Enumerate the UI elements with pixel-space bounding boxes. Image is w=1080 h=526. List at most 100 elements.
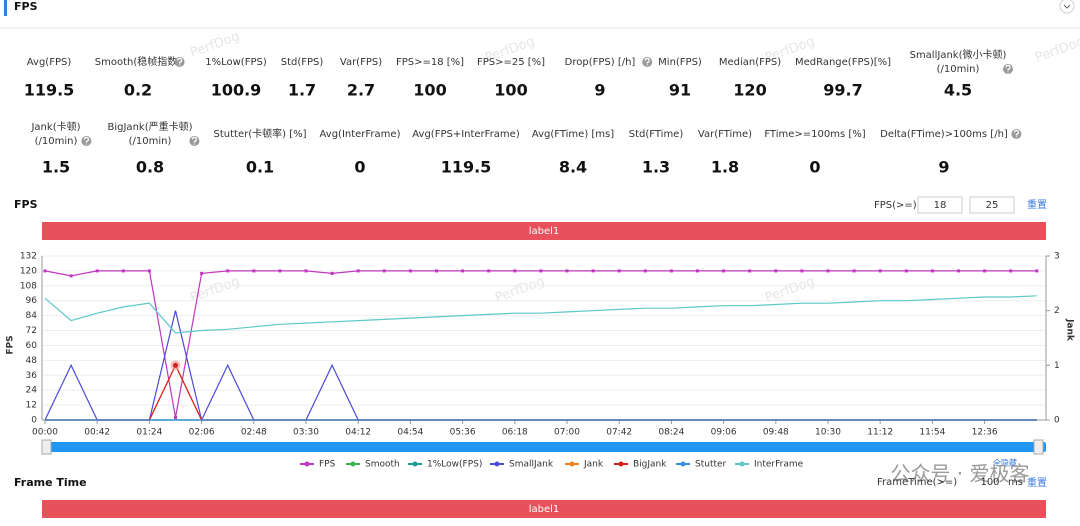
fps-point (539, 269, 543, 273)
x-tick-label: 03:30 (293, 428, 319, 438)
y-tick-label: 48 (26, 356, 38, 366)
help-icon[interactable] (1003, 64, 1013, 74)
stat-label: Avg(FPS+InterFrame) (412, 129, 520, 140)
threshold-label: FPS(>=) (874, 200, 917, 211)
x-tick-label: 06:18 (502, 428, 528, 438)
page-title: FPS (14, 0, 38, 13)
fps-point (696, 269, 699, 273)
legend-item[interactable]: SmallJank (490, 460, 554, 470)
x-tick-label: 07:00 (554, 428, 580, 438)
banner-label: label1 (529, 226, 560, 237)
fps-point (252, 269, 256, 273)
stat-value: 8.4 (559, 158, 587, 177)
legend-item[interactable]: BigJank (614, 460, 667, 470)
legend-item[interactable]: Stutter (676, 460, 727, 470)
stat-label: Avg(InterFrame) (320, 129, 401, 140)
help-icon[interactable] (642, 57, 653, 67)
stat-label: SmallJank(微小卡顿) (/10min) (910, 48, 1007, 75)
legend-label: SmallJank (509, 460, 554, 470)
legend-marker (304, 461, 310, 467)
x-tick-label: 12:36 (972, 428, 998, 438)
fps-point (591, 269, 595, 273)
fps-point (226, 269, 230, 273)
x-tick-label: 01:24 (136, 428, 162, 438)
scrollbar[interactable] (41, 439, 1046, 455)
stat-label: Smooth(稳帧指数) (95, 55, 181, 68)
threshold-value[interactable]: 25 (986, 200, 999, 211)
legend-label: FPS (319, 460, 336, 470)
stat-value: 9 (594, 81, 605, 100)
stat-value: 91 (669, 81, 691, 100)
help-icon[interactable] (81, 136, 92, 146)
reset-button[interactable]: 重置 (1027, 476, 1047, 489)
fps-point (826, 269, 830, 273)
stat-value: 1.7 (288, 81, 316, 100)
y2-tick-label: 0 (1054, 416, 1060, 426)
help-icon[interactable] (174, 57, 185, 67)
fps-point (748, 269, 752, 273)
stat-label: Avg(FTime) [ms] (532, 129, 614, 140)
y-tick-label: 0 (31, 416, 37, 426)
help-glyph (191, 136, 198, 145)
section-title: FPS (14, 198, 38, 211)
reset-button[interactable]: 重置 (1027, 198, 1047, 211)
help-glyph (1005, 64, 1011, 73)
stat-value: 99.7 (823, 81, 862, 100)
legend-item[interactable]: 1%Low(FPS) (408, 460, 482, 470)
bigjank-point (173, 362, 178, 368)
x-tick-label: 00:00 (32, 428, 58, 438)
fps-point (174, 416, 177, 420)
help-icon[interactable] (1011, 129, 1022, 139)
fps-point (435, 269, 438, 273)
unit: ms (1008, 477, 1023, 488)
threshold-value[interactable]: 18 (934, 200, 947, 211)
threshold-value[interactable]: 100 (980, 477, 999, 488)
legend-toggle[interactable]: 全隐藏 (993, 458, 1017, 468)
legend-item[interactable]: Smooth (346, 460, 400, 470)
stat-label: FTime>=100ms [%] (764, 129, 865, 140)
threshold-input[interactable] (969, 196, 1015, 214)
legend-marker (494, 461, 500, 467)
legend-label: Stutter (695, 460, 727, 470)
collapse-button[interactable] (1059, 0, 1075, 14)
y2-tick-label: 3 (1054, 252, 1060, 262)
stat-label: Var(FPS) (340, 57, 382, 68)
legend-item[interactable]: InterFrame (735, 460, 804, 470)
fps-chart: 012243648607284961081201320123FPSJank00:… (6, 252, 1075, 438)
stat-label: Avg(FPS) (27, 57, 72, 68)
y2-axis-label: Jank (1065, 318, 1075, 342)
legend-label: InterFrame (754, 460, 804, 470)
y-tick-label: 60 (26, 341, 38, 351)
legend-item[interactable]: Jank (565, 460, 604, 470)
fps-point (1009, 269, 1013, 273)
legend-marker (412, 461, 418, 467)
x-tick-label: 07:42 (606, 428, 632, 438)
x-tick-label: 04:12 (345, 428, 371, 438)
threshold-input[interactable] (917, 196, 963, 214)
stat-value: 0 (809, 158, 820, 177)
legend-marker (569, 461, 575, 467)
stat-value: 120 (733, 81, 766, 100)
fps-point (722, 269, 726, 273)
y-tick-label: 84 (26, 311, 38, 321)
x-tick-label: 02:06 (189, 428, 215, 438)
help-glyph (177, 57, 183, 66)
fps-point (487, 269, 491, 273)
x-tick-label: 00:42 (84, 428, 110, 438)
x-tick-label: 04:54 (397, 428, 423, 438)
stat-label: FPS>=25 [%] (477, 57, 545, 68)
y2-tick-label: 2 (1054, 306, 1060, 316)
fps-point (617, 269, 621, 273)
legend: FPS Smooth 1%Low(FPS) SmallJank Jank BigJank S… (300, 458, 1017, 470)
legend-label: Jank (583, 460, 604, 470)
fps-point (983, 269, 987, 273)
y-tick-label: 72 (26, 326, 37, 336)
legend-item[interactable]: FPS (300, 460, 336, 470)
help-icon[interactable] (189, 136, 200, 146)
stat-label: Std(FTime) (629, 129, 684, 140)
banner-label: label1 (529, 504, 560, 515)
fps-point (121, 269, 125, 273)
fps-point (330, 271, 334, 275)
